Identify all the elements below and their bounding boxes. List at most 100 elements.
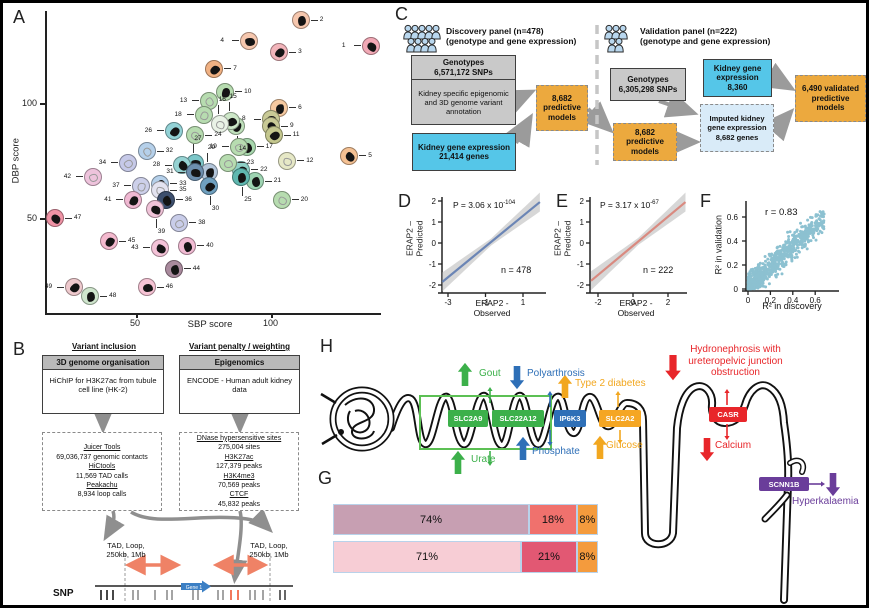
point-number: 36 bbox=[184, 195, 192, 203]
organ-point-16 bbox=[210, 114, 229, 133]
organ-icon bbox=[297, 15, 307, 27]
point-number: 5 bbox=[368, 151, 372, 159]
f-r-value: r = 0.83 bbox=[765, 207, 798, 218]
connector bbox=[254, 118, 261, 120]
tick-label: -1 bbox=[481, 298, 490, 307]
organ-point-2 bbox=[291, 11, 310, 30]
gene-box-slc2a9: SLC2A9 bbox=[448, 410, 488, 427]
a-ytick-label: 50 bbox=[26, 213, 37, 223]
connector bbox=[175, 199, 183, 201]
organ-icon bbox=[174, 218, 186, 229]
organ-icon bbox=[237, 172, 247, 183]
def-tick-labels: 2 1 0 -1 -2 -3 -1 1 2 1 0 -1 -2 -2 0 2 0 0.2 0.4 0.6 0 0.2 0.4… bbox=[3, 3, 866, 605]
organ-point-37 bbox=[132, 176, 151, 195]
tad-loop-label-right: TAD, Loop, 250kb, 1Mb bbox=[249, 541, 289, 559]
connector bbox=[156, 286, 164, 288]
point-number: 6 bbox=[298, 103, 302, 111]
point-number: 19 bbox=[209, 142, 217, 150]
point-number: 29 bbox=[207, 144, 216, 151]
gene-box-ip6k3: IP6K3 bbox=[554, 410, 586, 427]
connector bbox=[156, 130, 164, 132]
list-line: H3K27ac bbox=[224, 453, 254, 461]
organ-point-46 bbox=[137, 278, 156, 296]
connector bbox=[221, 146, 229, 148]
d-x-axis-title: ERAP2 - Observed bbox=[473, 298, 511, 318]
organ-point-40 bbox=[178, 236, 197, 255]
organ-icon bbox=[149, 203, 163, 216]
hic-tools-list: Juicer Tools 69,036,737 genomic contacts H… bbox=[42, 432, 162, 511]
connector bbox=[191, 100, 199, 102]
point-number: 40 bbox=[206, 241, 214, 249]
organ-point-24 bbox=[186, 126, 205, 145]
panel-label-b: B bbox=[13, 339, 26, 359]
organ-icon bbox=[251, 176, 261, 188]
panel-label-e: E bbox=[556, 191, 569, 211]
connector bbox=[251, 169, 259, 171]
point-number: 35 bbox=[179, 186, 187, 194]
organ-point-43 bbox=[151, 238, 170, 257]
a-ytick-label: 100 bbox=[21, 98, 37, 108]
organ-point-45 bbox=[100, 232, 118, 250]
organ-icon bbox=[223, 159, 233, 168]
tick-label: 1 bbox=[431, 218, 436, 227]
connector bbox=[281, 125, 288, 127]
connector bbox=[155, 218, 157, 228]
point-number: 26 bbox=[144, 126, 153, 134]
connector bbox=[124, 185, 132, 187]
organ-point-34 bbox=[118, 153, 137, 172]
e-x-axis-title: ERAP2 - Observed bbox=[617, 298, 655, 318]
tick-label: 2 bbox=[665, 298, 671, 307]
point-number: 37 bbox=[112, 181, 120, 189]
type2-diabetes-label: Type 2 diabetes bbox=[575, 378, 646, 389]
connector bbox=[197, 245, 205, 247]
organ-icon bbox=[88, 173, 99, 183]
bar-segment: 18% bbox=[529, 504, 577, 535]
point-number: 18 bbox=[174, 110, 182, 118]
list-line: HiCtools bbox=[88, 463, 116, 471]
tick-label: 0.2 bbox=[726, 261, 738, 270]
variant-inclusion-heading: Variant inclusion bbox=[71, 342, 136, 351]
point-number: 41 bbox=[104, 195, 112, 203]
tick-label: -2 bbox=[428, 281, 436, 290]
organ-icon bbox=[168, 125, 182, 138]
organ-icon bbox=[214, 118, 227, 131]
tick-label: -1 bbox=[428, 260, 436, 269]
organ-icon bbox=[365, 40, 379, 53]
point-number: 34 bbox=[98, 158, 107, 166]
panel-label-h: H bbox=[320, 336, 333, 356]
e-n-label: n = 222 bbox=[643, 265, 674, 275]
tick-label: 2 bbox=[431, 197, 436, 206]
organ-icon bbox=[142, 283, 153, 293]
organ-icon bbox=[136, 180, 148, 193]
tick-label: -2 bbox=[576, 281, 584, 290]
organ-icon bbox=[49, 212, 63, 226]
tick-label: 1 bbox=[520, 298, 526, 307]
tick-label: 0 bbox=[745, 296, 751, 305]
connector bbox=[189, 222, 197, 224]
point-number: 28 bbox=[152, 161, 161, 169]
list-line: H3K4me3 bbox=[223, 472, 255, 480]
panel-label-f: F bbox=[700, 191, 711, 211]
organ-icon bbox=[128, 194, 141, 207]
e-p-value: P = 3.17 x 10-67 bbox=[600, 200, 659, 210]
organ-point-12 bbox=[278, 151, 297, 170]
point-number: 16 bbox=[218, 95, 226, 103]
connector bbox=[164, 164, 172, 166]
point-number: 33 bbox=[179, 179, 187, 187]
organ-point-25 bbox=[232, 167, 251, 186]
gene-box-slc2a2: SLC2A2 bbox=[599, 410, 641, 427]
a-xtick-label: 100 bbox=[263, 318, 279, 328]
tick-label: 0 bbox=[579, 239, 584, 248]
point-number: 25 bbox=[244, 195, 252, 203]
a-scatter-points: 1 2 3 4 5 6 7 8 9 10 11 12 13 14 15 16 17 18 19 20 21 22 23 24 2… bbox=[3, 3, 866, 605]
organ-point-4 bbox=[240, 31, 259, 50]
polyarthrosis-label: Polyarthrosis bbox=[527, 368, 585, 379]
organ-point-32 bbox=[137, 142, 156, 161]
bar-segment: 21% bbox=[521, 541, 577, 573]
organ-icon bbox=[281, 156, 294, 167]
d-n-label: n = 478 bbox=[501, 265, 532, 275]
organ-icon bbox=[203, 180, 217, 193]
list-line: 70,569 peaks bbox=[217, 481, 261, 489]
organ-point-5 bbox=[340, 146, 359, 165]
connector bbox=[228, 102, 230, 112]
